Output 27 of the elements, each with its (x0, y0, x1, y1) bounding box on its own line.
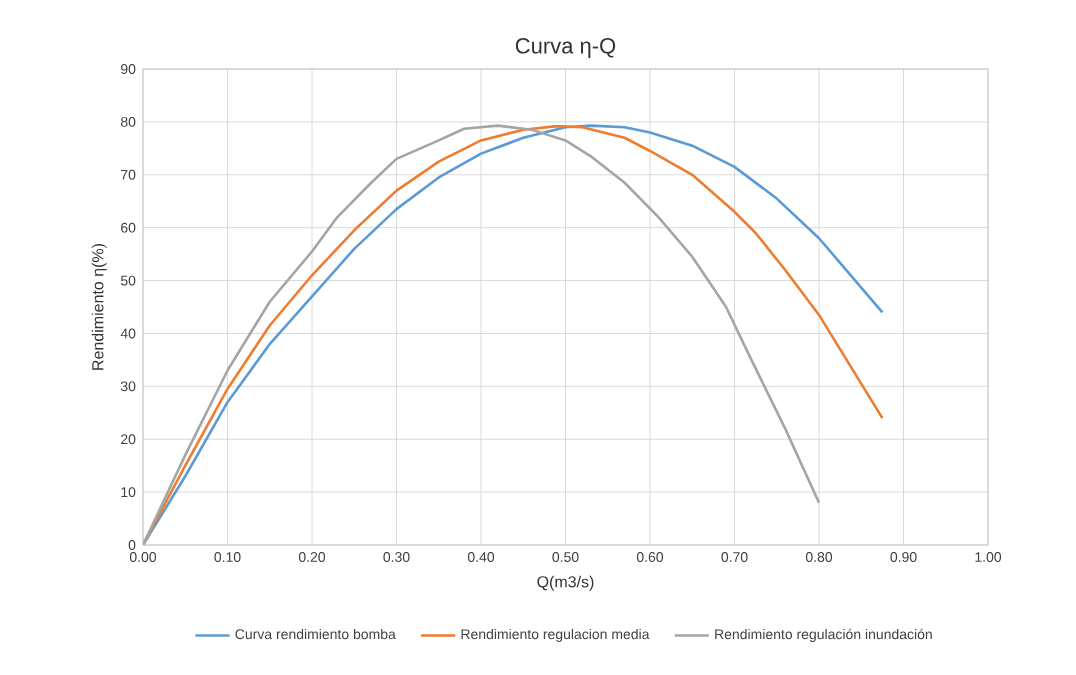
y-tick-label: 70 (121, 169, 136, 180)
y-tick-label: 90 (121, 64, 136, 74)
x-tick-label: 1.00 (975, 552, 1002, 562)
x-tick-label: 0.10 (214, 552, 241, 562)
y-tick-label: 80 (120, 116, 136, 127)
x-axis-title: Q(m3/s) (537, 575, 594, 591)
y-tick-label: 0 (128, 540, 136, 550)
x-tick-label: 0.30 (383, 552, 410, 562)
y-tick-label: 40 (120, 328, 136, 339)
x-tick-label: 0.20 (298, 552, 326, 562)
x-tick-label: 0.60 (636, 552, 664, 562)
x-tick-label: 0.70 (721, 552, 748, 562)
chart-title: Curva η-Q (515, 38, 616, 58)
x-tick-label: 0.40 (467, 552, 495, 562)
legend-label: Curva rendimiento bomba (235, 628, 396, 640)
legend-label: Rendimiento regulación inundación (715, 628, 932, 643)
x-tick-label: 0.00 (129, 552, 157, 562)
y-tick-label: 10 (121, 487, 136, 498)
y-tick-label: 30 (120, 381, 136, 392)
legend-label: Rendimiento regulacion media (461, 628, 650, 642)
x-tick-label: 0.90 (890, 552, 917, 562)
x-tick-label: 0.50 (552, 552, 579, 562)
y-tick-label: 20 (121, 434, 136, 445)
x-tick-label: 0.80 (805, 552, 833, 562)
y-tick-label: 60 (121, 222, 136, 233)
y-axis-title: Rendimiento η(%) (91, 244, 107, 370)
y-tick-label: 50 (120, 275, 136, 286)
